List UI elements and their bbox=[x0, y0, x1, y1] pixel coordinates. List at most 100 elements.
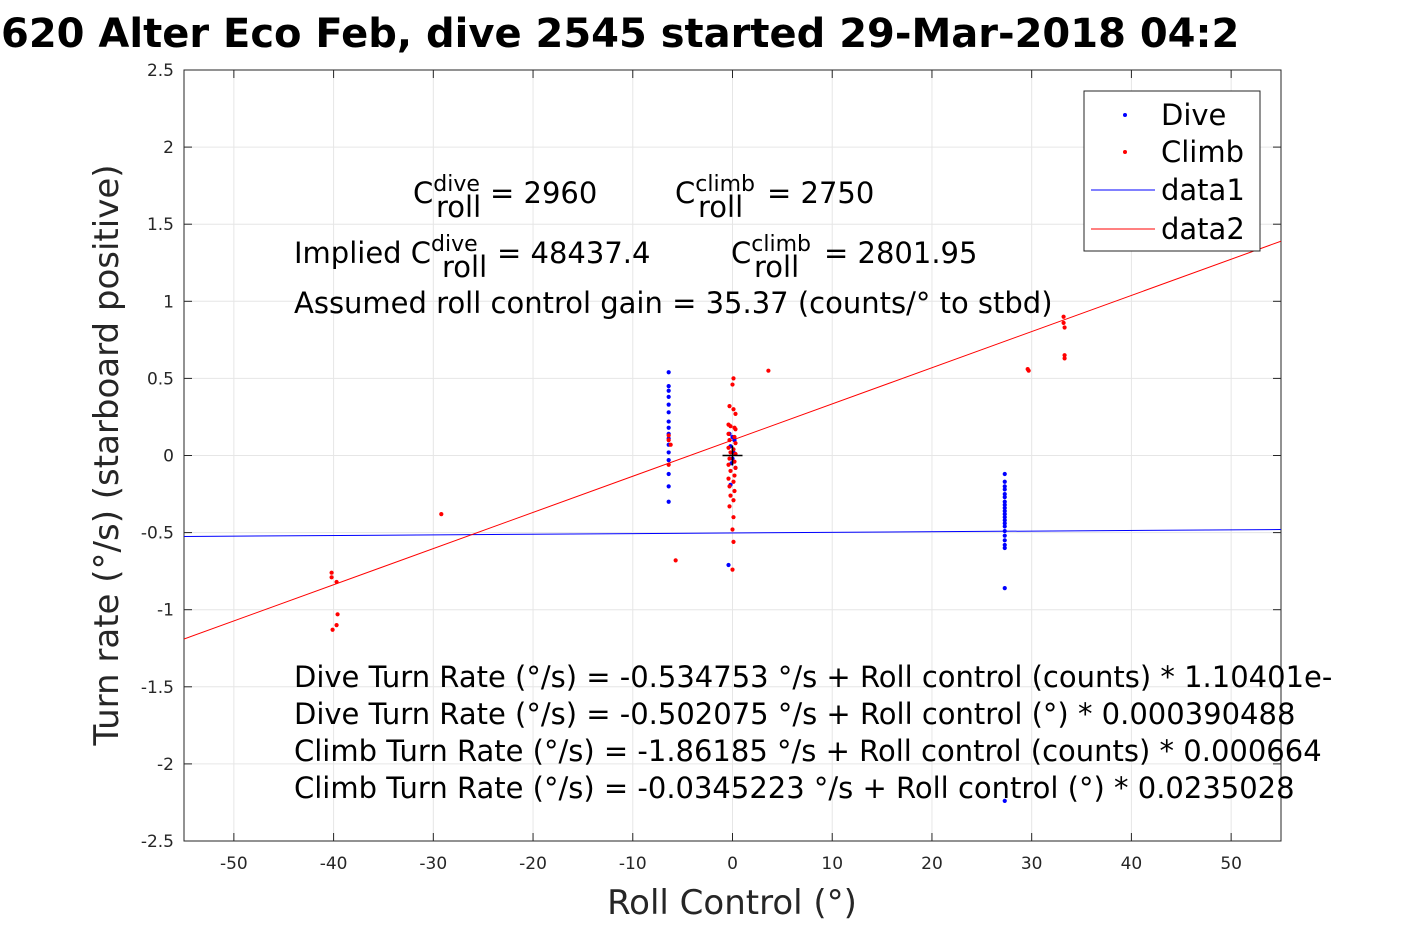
y-tick-label: 0.5 bbox=[147, 369, 174, 389]
climb-point bbox=[731, 515, 736, 520]
climb-point bbox=[732, 434, 737, 440]
climb-point bbox=[730, 567, 735, 572]
dive-point bbox=[726, 562, 731, 568]
y-tick-label: 0 bbox=[163, 447, 174, 467]
dive-point bbox=[1002, 471, 1007, 477]
dive-point bbox=[666, 402, 671, 407]
x-axis-label: Roll Control (°) bbox=[607, 883, 857, 923]
dive-point bbox=[1002, 505, 1007, 511]
data-points bbox=[329, 314, 1067, 804]
x-tick-label: -50 bbox=[220, 854, 248, 874]
climb-point bbox=[726, 445, 731, 450]
dive-point bbox=[666, 425, 671, 430]
climb-point bbox=[726, 476, 731, 481]
climb-point bbox=[727, 404, 732, 409]
climb-point bbox=[334, 623, 339, 628]
climb-point bbox=[731, 498, 736, 503]
climb-point bbox=[329, 570, 334, 575]
dive-equation-degrees: Dive Turn Rate (°/s) = -0.502075 °/s + R… bbox=[294, 697, 1295, 731]
x-tick-label: 10 bbox=[821, 854, 843, 874]
c-roll-dive-sub: roll bbox=[436, 190, 481, 224]
climb-point bbox=[1062, 356, 1067, 361]
implied-dive-value: = 48437.4 bbox=[497, 236, 650, 270]
implied-prefix: Implied C bbox=[294, 236, 431, 270]
x-tick-label: 50 bbox=[1220, 854, 1242, 874]
dive-point bbox=[1002, 798, 1007, 804]
dive-point bbox=[666, 471, 671, 477]
climb-point bbox=[1026, 368, 1031, 373]
legend: Dive Climb data1 data2 bbox=[1083, 90, 1261, 252]
climb-point bbox=[732, 459, 737, 464]
dive-point bbox=[666, 458, 671, 463]
climb-point bbox=[731, 376, 736, 381]
dive-point bbox=[1002, 491, 1007, 497]
climb-point bbox=[731, 539, 736, 544]
ticks: -50 -40 -30 -20 -10 0 10 20 30 40 50-2.5-2-1.5-1-0… bbox=[141, 61, 1281, 874]
dive-point bbox=[666, 450, 671, 455]
climb-point bbox=[439, 511, 444, 517]
climb-equation-counts: Climb Turn Rate (°/s) = -1.86185 °/s + R… bbox=[294, 734, 1322, 768]
climb-point bbox=[726, 462, 731, 467]
climb-point bbox=[1062, 325, 1067, 330]
dive-point bbox=[1002, 487, 1007, 492]
dive-point bbox=[1002, 518, 1007, 523]
dive-point bbox=[666, 370, 671, 375]
dive-point bbox=[1002, 521, 1007, 526]
implied-climb-value: = 2801.95 bbox=[824, 236, 977, 270]
c-roll-dive-annotation: Cdive bbox=[413, 172, 480, 210]
c-roll-climb-value: = 2750 bbox=[767, 176, 874, 210]
dive-point bbox=[1002, 484, 1007, 489]
y-tick-label: 1 bbox=[163, 292, 174, 312]
climb-point bbox=[766, 368, 771, 373]
y-tick-label: -2 bbox=[157, 755, 174, 775]
implied-climb-prefix: C bbox=[731, 236, 751, 270]
dive-point bbox=[666, 384, 671, 389]
roll-gain-annotation: Assumed roll control gain = 35.37 (count… bbox=[294, 286, 1053, 320]
climb-point bbox=[728, 424, 733, 429]
y-axis-label: Turn rate (°/s) (starboard positive) bbox=[87, 164, 127, 746]
climb-point bbox=[727, 484, 732, 489]
y-tick-label: 2.5 bbox=[147, 61, 174, 81]
climb-point bbox=[732, 473, 737, 478]
y-tick-label: -1 bbox=[157, 601, 174, 621]
chart-title: 620 Alter Eco Feb, dive 2545 started 29-… bbox=[1, 11, 1239, 57]
x-tick-label: -10 bbox=[619, 854, 647, 874]
climb-point bbox=[330, 627, 335, 632]
legend-climb-swatch bbox=[1123, 150, 1127, 154]
implied-dive-sub: roll bbox=[442, 250, 487, 284]
dive-point bbox=[1002, 528, 1007, 534]
climb-equation-degrees: Climb Turn Rate (°/s) = -0.0345223 °/s +… bbox=[294, 771, 1295, 805]
dive-point bbox=[666, 410, 671, 415]
dive-point bbox=[1002, 524, 1007, 529]
climb-point bbox=[666, 433, 671, 438]
c-roll-dive-value: = 2960 bbox=[490, 176, 597, 210]
y-tick-label: 1.5 bbox=[147, 215, 174, 235]
dive-point bbox=[1002, 495, 1007, 500]
legend-box bbox=[1083, 90, 1261, 252]
dive-point bbox=[1002, 511, 1007, 517]
climb-point bbox=[727, 437, 732, 443]
legend-dive-label: Dive bbox=[1161, 98, 1226, 132]
climb-point bbox=[728, 468, 733, 474]
climb-point bbox=[727, 504, 732, 509]
c-roll-dive-prefix: C bbox=[413, 176, 433, 210]
climb-point bbox=[673, 558, 678, 563]
x-tick-label: -30 bbox=[419, 854, 447, 874]
legend-data2-label: data2 bbox=[1161, 212, 1245, 246]
origin-marker bbox=[722, 445, 743, 466]
climb-point bbox=[335, 612, 340, 617]
dive-point bbox=[1002, 508, 1007, 514]
dive-point bbox=[1002, 533, 1007, 538]
annotations: Cdive roll = 2960 Cclimb roll = 2750 Imp… bbox=[294, 172, 1332, 805]
dive-point bbox=[666, 419, 671, 424]
dive-point bbox=[666, 388, 671, 393]
x-tick-label: 20 bbox=[921, 854, 943, 874]
climb-point bbox=[731, 479, 736, 484]
dive-point bbox=[1002, 502, 1007, 507]
legend-data1-label: data1 bbox=[1161, 173, 1245, 207]
x-tick-label: -20 bbox=[519, 854, 547, 874]
climb-point bbox=[728, 450, 733, 455]
climb-point bbox=[728, 493, 733, 498]
y-tick-label: -2.5 bbox=[141, 832, 174, 852]
